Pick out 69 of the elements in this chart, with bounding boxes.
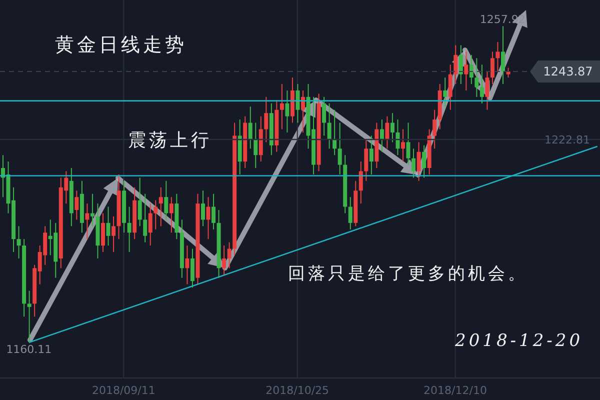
candlestick xyxy=(248,106,252,150)
annotation: 1160.11 xyxy=(6,342,52,356)
candlestick xyxy=(85,203,90,240)
candlestick xyxy=(112,216,116,252)
candlestick xyxy=(358,161,363,204)
candlestick xyxy=(496,42,500,72)
candlestick xyxy=(201,190,205,227)
annotation: 2018-12-20 xyxy=(455,331,584,351)
text: 黄金日线走势 xyxy=(55,33,187,58)
candlestick xyxy=(148,203,152,246)
candlestick xyxy=(458,44,463,84)
candlestick xyxy=(390,112,394,143)
candlestick xyxy=(412,148,416,178)
candlestick xyxy=(154,200,158,230)
x-tick-label: 2018/12/10 xyxy=(424,384,487,397)
candlestick xyxy=(443,77,448,108)
candlestick xyxy=(212,193,216,230)
candlestick xyxy=(348,196,352,230)
candlestick xyxy=(506,67,510,78)
candlestick xyxy=(338,122,342,175)
candlestick xyxy=(401,128,405,162)
candlestick xyxy=(369,135,374,175)
candlestick xyxy=(27,290,32,343)
x-tick-label: 2018/10/25 xyxy=(266,384,330,397)
candlestick xyxy=(385,116,390,150)
candlestick xyxy=(190,248,194,288)
candlestick xyxy=(164,180,168,220)
candlestick xyxy=(127,206,132,252)
candlestick xyxy=(185,245,190,285)
annotation: 回落只是给了更多的机会。 xyxy=(288,263,528,285)
annotation: 震荡上行 xyxy=(128,129,212,152)
candlestick xyxy=(106,206,110,246)
candlestick xyxy=(432,109,437,150)
candlestick xyxy=(464,51,468,91)
candlestick xyxy=(454,44,458,84)
candlestick xyxy=(406,122,410,166)
candlestick xyxy=(206,196,210,240)
candlestick xyxy=(480,64,484,104)
candlestick xyxy=(138,177,142,227)
candlestick xyxy=(380,119,384,152)
candlestick xyxy=(222,245,226,276)
candlestick xyxy=(143,193,148,243)
candlestick xyxy=(422,144,426,178)
candlestick xyxy=(396,119,400,156)
candlestick xyxy=(254,122,258,168)
candlestick xyxy=(474,58,479,98)
candlestick xyxy=(285,90,290,133)
ref-line-label: 1222.81 xyxy=(544,134,590,147)
x-tick-label: 2018/09/11 xyxy=(92,384,156,397)
candlestick xyxy=(448,64,452,110)
candlestick xyxy=(264,96,268,143)
candlestick xyxy=(485,70,490,110)
candlestick xyxy=(158,186,163,227)
candlestick xyxy=(327,102,332,150)
candlestick xyxy=(101,212,105,252)
candlestick xyxy=(74,190,79,220)
candlestick xyxy=(227,242,232,269)
candlestick xyxy=(169,196,174,234)
candlestick xyxy=(469,54,474,84)
ref-line-label: 1243.87 xyxy=(543,64,593,78)
candlestick xyxy=(90,193,94,227)
candlestick xyxy=(16,226,21,259)
candlestick xyxy=(322,96,326,136)
candlestick xyxy=(501,26,505,84)
candlestick xyxy=(490,51,494,84)
candlestick xyxy=(280,84,284,130)
candlestick xyxy=(296,84,300,124)
candlestick xyxy=(416,142,421,182)
candlestick xyxy=(364,138,368,182)
